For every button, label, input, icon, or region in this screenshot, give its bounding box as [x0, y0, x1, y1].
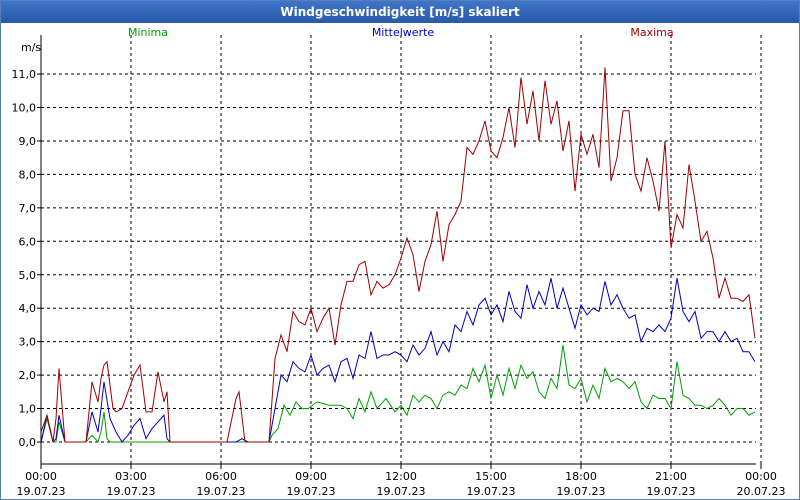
legend: Minima Mittelwerte Maxima: [128, 26, 674, 39]
series-line-maxima: [40, 67, 756, 443]
y-tick-label: 3,0: [19, 336, 37, 349]
x-tick-date-label: 19.07.23: [557, 485, 606, 498]
x-tick-date-label: 19.07.23: [17, 485, 66, 498]
x-tick-date-label: 19.07.23: [107, 485, 156, 498]
x-tick-time-label: 00:00: [745, 470, 777, 483]
y-tick-label: 9,0: [19, 135, 37, 148]
y-tick-label: 0,0: [19, 436, 37, 449]
x-tick-time-label: 03:00: [115, 470, 147, 483]
x-tick-date-label: 19.07.23: [467, 485, 516, 498]
x-tick-date-label: 19.07.23: [197, 485, 246, 498]
x-tick-date-label: 19.07.23: [377, 485, 426, 498]
series-line-minima: [40, 344, 756, 443]
x-tick-time-label: 09:00: [295, 470, 327, 483]
series-layer: [40, 67, 756, 444]
y-tick-label: 4,0: [19, 302, 37, 315]
wind-speed-chart: 0,0 1,0 2,0 3,0 4,0 5,0 6,0 7,0 8,0 9,0 10,0 11,0 00…: [1, 23, 799, 499]
y-axis-unit-label: m/s: [21, 41, 41, 54]
labels: 0,0 1,0 2,0 3,0 4,0 5,0 6,0 7,0 8,0 9,0 10,0 11,0 00…: [12, 41, 786, 498]
x-tick-date-label: 19.07.23: [647, 485, 696, 498]
y-tick-label: 5,0: [19, 269, 37, 282]
axes: [37, 35, 762, 469]
x-tick-time-label: 21:00: [655, 470, 687, 483]
x-tick-date-label: 20.07.23: [737, 485, 786, 498]
y-tick-label: 8,0: [19, 168, 37, 181]
series-line-mittelwerte: [40, 277, 756, 444]
x-tick-time-label: 18:00: [565, 470, 597, 483]
y-tick-label: 1,0: [19, 403, 37, 416]
y-tick-label: 6,0: [19, 235, 37, 248]
legend-entry-minima: Minima: [128, 26, 168, 39]
legend-entry-mittelwerte: Mittelwerte: [372, 26, 435, 39]
y-tick-label: 7,0: [19, 202, 37, 215]
y-tick-label: 10,0: [12, 102, 37, 115]
grid: [41, 35, 762, 464]
x-tick-time-label: 06:00: [205, 470, 237, 483]
x-tick-date-label: 19.07.23: [287, 485, 336, 498]
x-tick-time-label: 12:00: [385, 470, 417, 483]
x-tick-time-label: 15:00: [475, 470, 507, 483]
y-tick-label: 11,0: [12, 68, 37, 81]
window-title: Windgeschwindigkeit [m/s] skaliert: [1, 1, 799, 23]
x-tick-time-label: 00:00: [25, 470, 57, 483]
y-tick-label: 2,0: [19, 369, 37, 382]
legend-entry-maxima: Maxima: [630, 26, 673, 39]
